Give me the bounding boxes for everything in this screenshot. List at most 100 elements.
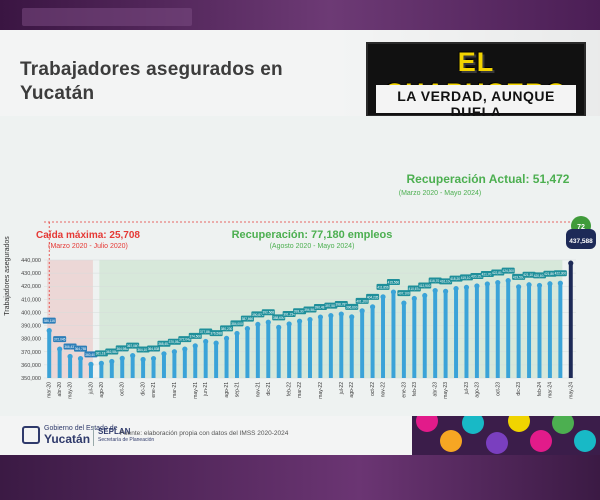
bar-point	[568, 260, 574, 266]
data-label-box	[334, 301, 348, 308]
y-tick-label: 420,000	[21, 284, 41, 290]
x-tick-label: dic-21	[266, 382, 272, 396]
x-tick-label: ago-22	[349, 382, 355, 398]
data-label-box	[147, 345, 161, 352]
x-tick-label: jul-20	[88, 382, 94, 395]
bar	[88, 364, 93, 378]
title-line-1: Trabajadores asegurados en	[20, 59, 283, 80]
x-tick-label: mar-24	[547, 382, 553, 398]
bar	[339, 314, 344, 378]
bar	[349, 316, 354, 378]
x-tick-label: may-24	[568, 382, 574, 399]
y-tick-label: 410,000	[21, 297, 41, 303]
bar-point	[234, 330, 240, 337]
badge-bottom-box	[566, 229, 596, 249]
bar	[381, 296, 386, 378]
x-tick-label: ene-23	[401, 382, 407, 398]
data-label-box	[178, 336, 192, 343]
bar-point	[432, 287, 438, 294]
data-label-box	[553, 270, 567, 277]
page-title: Trabajadores asegurados en Yucatán	[20, 58, 283, 106]
x-tick-label: abr-20	[57, 382, 63, 397]
data-label: 384,000	[231, 322, 243, 326]
x-tick-label: oct-20	[120, 382, 126, 396]
bar	[454, 288, 459, 378]
bar	[193, 345, 198, 378]
bar	[495, 282, 500, 378]
seplan-small: Secretaría de Planeación	[98, 437, 155, 443]
bar-point	[463, 284, 470, 291]
data-label: 388,600	[273, 316, 285, 320]
gov-small: Gobierno del Estado de	[44, 425, 118, 432]
bar-point	[67, 353, 73, 360]
bar-point	[359, 308, 365, 314]
seplan-logo: SEPLAN Secretaría de Planeación	[98, 428, 154, 444]
badge-bottom-value: 437,588	[569, 238, 593, 245]
x-tick-label: may-22	[318, 382, 324, 399]
x-tick-label: feb-24	[537, 382, 543, 396]
gov-name: Yucatán	[44, 432, 91, 446]
data-label-box	[324, 302, 338, 309]
bar-point	[547, 281, 553, 287]
source-note: Fuente: elaboración propia con datos del…	[120, 430, 289, 437]
bar-point	[422, 292, 428, 299]
x-tick-label: dic-23	[516, 382, 522, 396]
data-label-box	[272, 314, 286, 321]
bar	[537, 285, 542, 378]
bar-point	[443, 288, 449, 294]
bar-point	[88, 361, 94, 367]
data-label: 424,300	[502, 269, 514, 273]
bar	[547, 283, 552, 378]
bar-point	[296, 318, 303, 324]
data-label-box	[230, 320, 244, 327]
data-label-box	[261, 309, 275, 316]
data-label: 364,785	[75, 347, 87, 351]
data-label-box	[188, 332, 202, 339]
gov-logo-text: Gobierno del Estado de Yucatán	[44, 425, 118, 446]
bar-point	[328, 313, 334, 319]
data-label-box	[240, 315, 254, 322]
data-label-box	[449, 275, 463, 282]
data-label-box	[157, 340, 171, 347]
x-tick-label: ene-21	[151, 382, 157, 398]
bar	[516, 286, 521, 378]
title-line-2: Yucatán	[20, 83, 95, 104]
data-label: 401,200	[356, 299, 368, 303]
data-label-box	[74, 345, 88, 352]
data-label-box	[512, 273, 526, 280]
bar	[266, 322, 271, 378]
bar	[214, 343, 219, 378]
x-tick-label: abr-23	[433, 382, 439, 397]
chart-area: 350,000 360,000 370,000 380,000 390,000 400,0…	[0, 116, 600, 416]
x-tick-label: feb-22	[287, 382, 293, 396]
data-label: 380,230	[221, 327, 233, 331]
data-label-box	[94, 350, 108, 357]
data-label: 418,200	[450, 277, 462, 281]
actual-recovery-title: Recuperación Actual: 51,472	[407, 172, 570, 186]
bar	[276, 327, 281, 378]
data-label: 372,048	[179, 337, 191, 341]
data-label: 421,700	[482, 272, 494, 276]
data-label: 407,100	[398, 292, 410, 296]
data-label: 364,986	[116, 347, 128, 351]
data-label-box	[439, 278, 453, 285]
bar	[391, 292, 396, 378]
bar	[255, 324, 260, 378]
data-label-box	[220, 325, 234, 332]
bar	[172, 351, 177, 378]
bar-point	[255, 321, 261, 328]
data-label: 367,060	[127, 344, 139, 348]
bar-point	[474, 283, 480, 289]
bar	[245, 328, 250, 378]
x-tick-label: ago-20	[99, 382, 105, 398]
bar	[287, 323, 292, 378]
bar	[224, 338, 229, 378]
bar-point	[338, 311, 344, 317]
data-label: 416,700	[429, 279, 441, 283]
data-label-box	[376, 283, 390, 290]
bar	[68, 356, 73, 378]
fall-period: (Marzo 2020 - Julio 2020)	[48, 243, 128, 250]
data-label-box	[355, 297, 369, 304]
x-tick-label: jun-21	[203, 382, 209, 397]
data-label: 419,100	[461, 276, 473, 280]
